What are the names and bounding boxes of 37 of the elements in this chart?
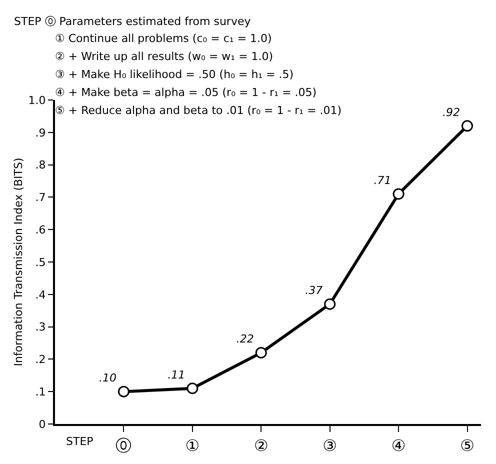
point: [392, 188, 404, 200]
point: [462, 120, 474, 132]
y-tick-label: 1.0: [28, 94, 46, 107]
annotation: ⑤ + Reduce alpha and beta to .01 (r₀ = 1 - r₁ = .01): [55, 104, 342, 117]
y-tick-label: .3: [35, 320, 46, 334]
y-tick-label: 0: [38, 418, 46, 431]
point: [255, 346, 267, 358]
x-tick-label: ⑤: [460, 436, 474, 456]
x-axis-title: STEP: [66, 435, 94, 448]
data-label: .11: [168, 368, 186, 382]
x-tick-label: ⓪: [116, 436, 132, 456]
data-label: .71: [374, 174, 392, 187]
x-tick-label: ③: [322, 436, 338, 456]
text: ③ + Make H₀ likelihood = .50 (h₀ = h₁ = .5): [55, 68, 294, 81]
text: STEP ⓪ Parameters estimated from survey: [14, 15, 252, 28]
y-axis-title: Information Transmission Index (BITS): [12, 158, 25, 366]
text: ② + Write up all results (w₀ = w₁ = 1.0): [55, 50, 274, 63]
y-tick-label: .6: [35, 223, 46, 236]
y-tick-label: .5: [35, 256, 46, 269]
point: [324, 298, 336, 310]
point: [118, 386, 130, 398]
x-tick-label: ②: [254, 436, 268, 456]
y-tick-label: .1: [35, 385, 46, 398]
y-tick-label: .4: [35, 288, 46, 302]
data-label: .37: [305, 284, 323, 298]
y-tick-label: .7: [35, 191, 46, 204]
data-label: .92: [442, 106, 460, 119]
text: ④ + Make beta = alpha = .05 (r₀ = 1 - r₁ = .05): [55, 86, 317, 99]
x-tick-label: ①: [185, 436, 200, 456]
x-tick-label: ④: [391, 436, 406, 456]
y-tick-label: .9: [35, 126, 46, 140]
data-label: .10: [98, 372, 116, 385]
text: ① Continue all problems (c₀ = c₁ = 1.0): [55, 32, 272, 45]
point: [186, 382, 198, 394]
data-label: .22: [236, 332, 254, 346]
y-tick-label: .2: [35, 353, 46, 366]
y-tick-label: .8: [35, 158, 46, 172]
